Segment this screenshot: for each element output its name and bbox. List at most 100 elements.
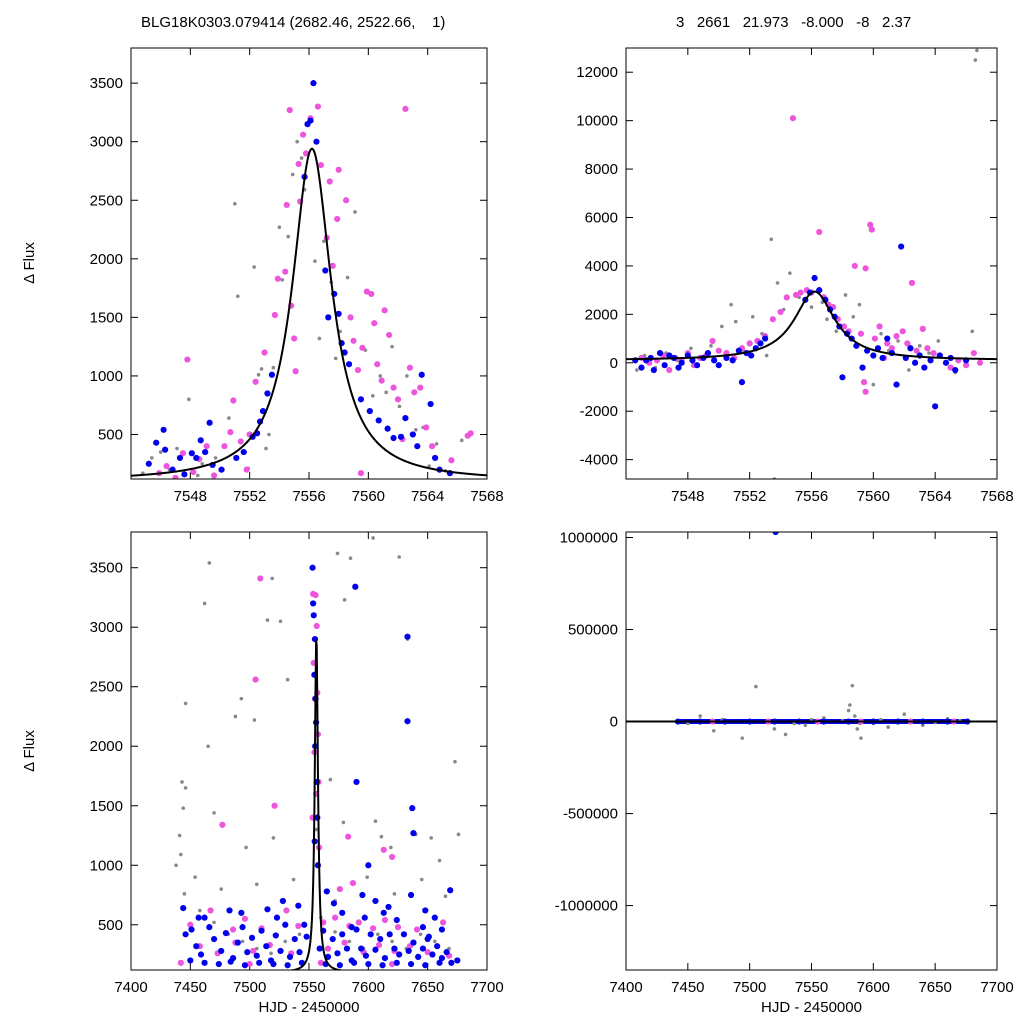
data-point-blue [215, 960, 222, 968]
data-point-gray [313, 259, 317, 263]
data-point-blue [350, 959, 358, 966]
data-point-magenta [282, 268, 289, 275]
y-tick-label: 2000 [585, 306, 618, 323]
data-point-blue [694, 362, 701, 369]
data-point-blue [884, 335, 891, 342]
data-point-gray [286, 234, 291, 239]
y-tick-label: 10000 [576, 113, 618, 130]
data-point-blue [180, 905, 187, 912]
data-point-blue [197, 951, 205, 958]
data-point-gray [322, 239, 326, 244]
plot-area [626, 48, 997, 479]
data-point-magenta [354, 366, 362, 374]
data-point-blue [414, 443, 421, 450]
data-point-gray [280, 278, 285, 282]
x-tick-label: 7500 [733, 979, 766, 996]
data-point-gray [443, 894, 448, 899]
data-point-blue [650, 366, 657, 374]
data-point-gray [843, 293, 848, 297]
data-point-magenta [332, 914, 339, 921]
data-point-gray [825, 317, 829, 321]
data-point-gray [390, 939, 394, 944]
data-point-gray [278, 619, 283, 624]
data-point-blue [661, 362, 668, 369]
data-point-gray [390, 344, 394, 349]
data-point-blue [431, 454, 439, 462]
x-tick-label: 7600 [857, 979, 890, 996]
data-point-blue [193, 454, 200, 462]
data-point-blue [202, 448, 209, 456]
data-point-blue [438, 926, 446, 933]
data-point-blue [772, 532, 779, 536]
data-point-gray [414, 428, 418, 432]
y-tick-label: 1000 [90, 368, 123, 385]
data-point-blue [400, 931, 408, 938]
x-axis-label: HJD - 2450000 [259, 999, 360, 1016]
data-point-gray [283, 939, 288, 944]
data-point-magenta [709, 337, 716, 345]
data-point-blue [666, 352, 673, 359]
plot-frame [130, 531, 488, 971]
y-tick-label: 3500 [90, 75, 123, 92]
data-point-magenta [908, 279, 916, 286]
plot-area [626, 532, 997, 740]
y-tick-label: 0 [610, 355, 618, 372]
chart-panel-1: 7548 7552 7556 7560 7564 7568 500 1000 1500 2000 2… [21, 47, 504, 505]
data-point-magenta [381, 307, 388, 314]
data-point-magenta [187, 921, 194, 928]
y-tick-label: 12000 [576, 64, 618, 81]
data-point-blue [675, 364, 682, 371]
data-point-gray [857, 302, 862, 307]
data-point-blue [359, 891, 366, 899]
data-point-magenta [867, 221, 874, 228]
y-tick-label: 8000 [585, 161, 618, 178]
data-point-gray [936, 339, 941, 343]
data-point-blue [762, 335, 769, 342]
data-point-gray [764, 353, 769, 358]
data-point-gray [803, 723, 808, 728]
data-point-gray [227, 416, 231, 420]
data-point-gray [973, 58, 978, 62]
data-point-magenta [203, 443, 210, 450]
data-point-gray [392, 892, 397, 896]
data-point-gray [175, 446, 179, 451]
data-point-magenta [378, 377, 385, 384]
data-point-blue [313, 138, 320, 145]
data-point-blue [447, 887, 454, 894]
y-tick-label: -1000000 [555, 898, 618, 915]
data-point-blue [365, 862, 372, 869]
x-tick-label: 7450 [671, 979, 704, 996]
data-point-gray [917, 344, 922, 348]
data-point-blue [233, 454, 240, 462]
data-point-blue [448, 959, 455, 966]
data-point-magenta [371, 320, 378, 327]
data-point-blue [239, 924, 246, 931]
data-point-gray [291, 877, 296, 882]
x-tick-label: 7650 [411, 979, 444, 996]
model-curve [131, 147, 487, 477]
data-point-magenta [177, 959, 184, 966]
data-point-gray [233, 201, 237, 206]
data-point-blue [182, 931, 189, 938]
data-point-gray [809, 305, 814, 309]
x-tick-label: 7700 [980, 979, 1013, 996]
data-point-gray [180, 780, 184, 784]
data-point-magenta [777, 308, 784, 316]
data-point-blue [418, 371, 425, 378]
x-tick-label: 7700 [470, 979, 503, 996]
data-point-blue [352, 583, 359, 590]
data-point-gray [252, 718, 257, 722]
data-point-magenta [271, 311, 278, 319]
y-tick-label: 2500 [90, 679, 123, 696]
data-point-magenta [317, 162, 324, 169]
data-point-magenta [783, 294, 790, 301]
plot-area [131, 80, 487, 479]
data-point-gray [405, 374, 409, 378]
data-point-gray [834, 329, 839, 334]
data-point-gray [397, 404, 402, 409]
data-point-gray [252, 265, 256, 269]
data-point-magenta [190, 468, 197, 476]
data-point-gray [219, 887, 223, 891]
data-point-gray [370, 394, 375, 398]
data-point-blue [384, 425, 391, 432]
